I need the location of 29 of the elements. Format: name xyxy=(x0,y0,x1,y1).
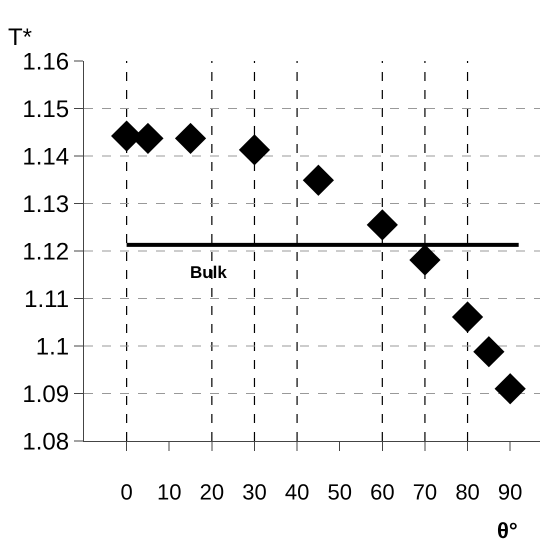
x-tick-label: 50 xyxy=(327,480,352,504)
x-tick-label: 30 xyxy=(242,480,267,504)
y-tick-label: 1.11 xyxy=(24,286,70,313)
y-tick-label: 1.08 xyxy=(22,428,70,456)
point xyxy=(452,301,484,333)
x-tick-label: 40 xyxy=(284,480,310,504)
point xyxy=(174,122,206,154)
point xyxy=(366,209,398,240)
point xyxy=(473,336,504,368)
x-tick-label: 70 xyxy=(412,480,438,504)
y-tick-label: 1.09 xyxy=(22,380,70,408)
y-tick-label: 1.13 xyxy=(22,190,70,218)
y-tick-label: 1.15 xyxy=(22,96,70,123)
x-tick-label: 0 xyxy=(120,480,133,504)
y-tick-label: 1.12 xyxy=(22,238,70,266)
series-label: Bulk xyxy=(190,263,228,282)
point xyxy=(494,373,526,404)
y-axis-title: T* xyxy=(8,24,32,51)
x-tick-label: 90 xyxy=(498,480,522,504)
x-tick-label: 80 xyxy=(455,480,480,504)
x-tick-label: 10 xyxy=(156,480,182,504)
y-tick-label: 1.14 xyxy=(22,143,70,170)
x-tick-label: 20 xyxy=(200,480,224,504)
point xyxy=(238,134,270,166)
point xyxy=(302,164,334,196)
x-tick-label: 60 xyxy=(370,480,395,504)
y-tick-label: 1.1 xyxy=(36,333,70,360)
x-axis-title: θ° xyxy=(497,518,518,539)
y-tick-label: 1.16 xyxy=(22,48,70,76)
